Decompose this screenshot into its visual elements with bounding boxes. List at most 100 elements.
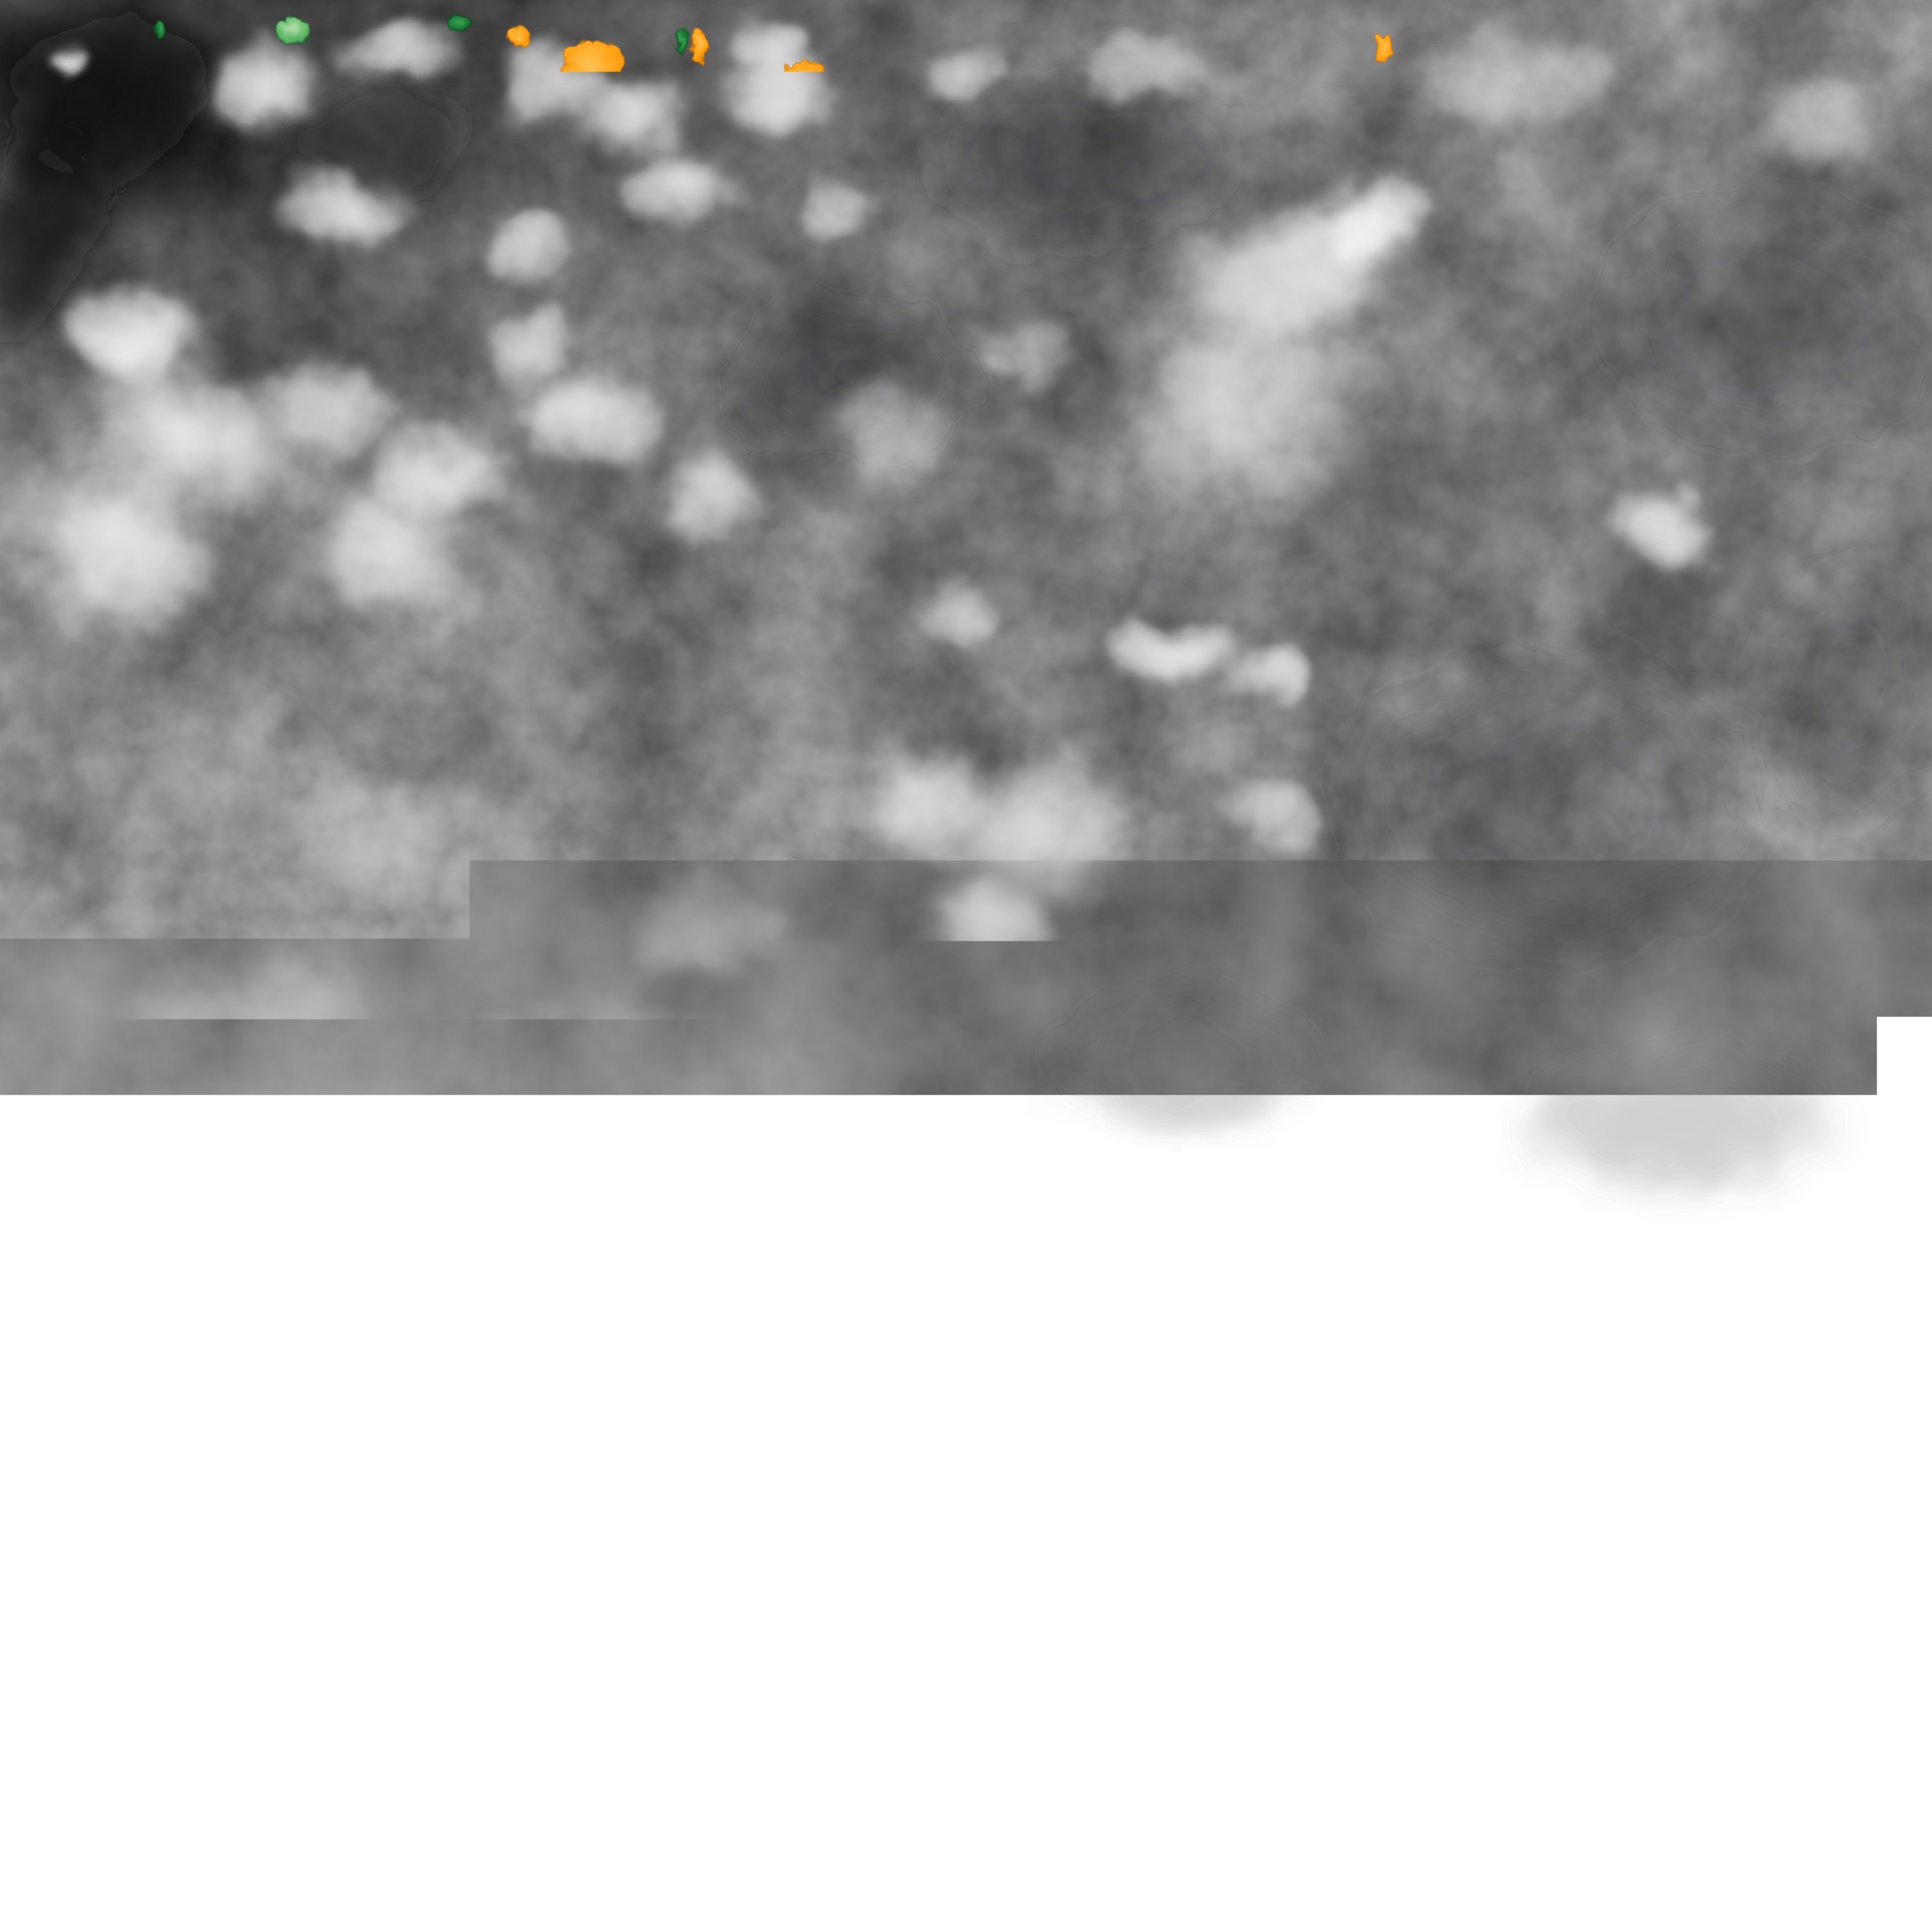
storm-overlay-cell: [149, 497, 231, 559]
storm-overlay-cell: [654, 484, 706, 529]
cloud-patch: [1278, 132, 1475, 305]
storm-overlay-cell: [559, 36, 621, 107]
storm-overlay-cell: [507, 332, 538, 353]
storm-overlay-cell: [611, 468, 637, 494]
cloud-patch: [828, 723, 1025, 883]
cloud-patch: [222, 1773, 542, 1932]
storm-overlay-cell: [13, 1684, 49, 1850]
storm-overlay-cell: [239, 405, 253, 432]
storm-overlay-cell: [1564, 1447, 1662, 1533]
storm-overlay-cell: [983, 533, 1018, 581]
storm-overlay-cell: [1041, 643, 1072, 682]
dark-region: [1259, 606, 1844, 1007]
cloud-patch: [250, 140, 440, 285]
cloud-patch: [880, 566, 1034, 671]
cloud-patch: [1579, 477, 1752, 588]
storm-overlay-cell: [1293, 193, 1342, 251]
storm-overlay-cell: [344, 366, 376, 388]
storm-overlay-cell: [1636, 1342, 1811, 1467]
cloud-patch: [236, 409, 552, 699]
storm-overlay-cell: [461, 395, 479, 413]
storm-overlay-cell: [664, 138, 705, 185]
storm-overlay-cell: [381, 447, 409, 479]
storm-overlay-cell: [25, 380, 98, 441]
storm-overlay-cell: [1462, 1258, 1487, 1268]
storm-overlay-cell: [329, 1500, 346, 1523]
cloud-patch: [1367, 1319, 1822, 1673]
cloud-patch: [620, 1395, 1252, 1812]
storm-overlay-cell: [273, 12, 307, 40]
storm-overlay-cell: [1612, 1465, 1787, 1590]
storm-overlay-cell: [913, 781, 972, 833]
storm-overlay-cell: [1077, 525, 1145, 596]
cloud-patch: [462, 299, 603, 397]
storm-overlay-cell: [1237, 800, 1263, 819]
cloud-patch: [773, 163, 902, 249]
storm-overlay-cell: [1000, 1547, 1079, 1579]
cloud-patch: [1008, 1364, 1159, 1714]
storm-overlay-cell: [1687, 1398, 1872, 1533]
dark-region: [982, 960, 1382, 1157]
storm-overlay-cell: [249, 465, 276, 485]
storm-overlay-cell: [1627, 496, 1649, 520]
storm-overlay-cell: [336, 564, 394, 606]
cloud-patch: [28, 1167, 613, 1487]
storm-overlay-cell: [773, 49, 838, 121]
storm-overlay-cell: [31, 517, 135, 598]
cloud-patch: [62, 924, 443, 1114]
storm-overlay-cell: [56, 496, 164, 578]
cloud-patch: [585, 847, 843, 1007]
dark-region: [0, 0, 277, 234]
cloud-patch: [686, 34, 871, 151]
storm-overlay-cell: [586, 173, 658, 203]
storm-overlay-cell: [743, 120, 788, 162]
storm-overlay-cell: [1189, 470, 1223, 504]
storm-overlay-cell: [1837, 1898, 1906, 1926]
storm-overlay-cell: [161, 547, 231, 611]
storm-overlay-cell: [489, 457, 521, 483]
storm-overlay-cell: [672, 113, 679, 131]
cloud-patch: [1268, 1284, 1773, 1678]
storm-overlay-cell: [767, 113, 795, 133]
cloud-patch: [437, 1361, 745, 1545]
storm-overlay-cell: [1372, 31, 1388, 57]
storm-overlay-cell: [367, 579, 427, 622]
cloud-patch: [1194, 763, 1336, 868]
dark-region: [252, 62, 511, 222]
storm-overlay-cell: [86, 1681, 111, 1699]
storm-overlay-cell: [84, 529, 177, 601]
storm-overlay-cell: [364, 529, 402, 555]
storm-overlay-cell: [565, 435, 584, 457]
storm-overlay-cell: [1118, 620, 1136, 636]
cloud-patch: [215, 742, 536, 927]
cloud-layer: [0, 0, 1932, 1932]
storm-overlay-cell: [0, 975, 11, 1010]
dark-region: [1724, 493, 1932, 887]
storm-overlay-cell: [140, 280, 202, 348]
storm-overlay-cell: [1162, 348, 1177, 363]
cloud-patch: [1481, 1135, 1819, 1401]
storm-overlay-cell: [1258, 818, 1286, 840]
cloud-patch: [967, 1028, 1127, 1496]
storm-overlay-cell: [276, 1807, 336, 1884]
storm-overlay-cell: [92, 156, 108, 179]
storm-overlay-cell: [550, 426, 566, 439]
cloud-patch: [1724, 52, 1921, 182]
storm-overlay-cell: [203, 585, 241, 616]
storm-overlay-cell: [528, 414, 553, 448]
storm-overlay-cell: [13, 1861, 42, 1910]
storm-overlay-cell: [1798, 1447, 1896, 1570]
storm-overlay-cell: [68, 359, 105, 380]
storm-overlay-cell: [490, 420, 522, 445]
storm-overlay-cell: [244, 497, 263, 516]
storm-overlay-cell: [936, 808, 1004, 867]
storm-overlay-cell: [564, 283, 600, 304]
storm-overlay-cell: [803, 885, 825, 908]
cloud-patch: [1043, 10, 1247, 119]
cloud-patch: [739, 1022, 1059, 1201]
storm-overlay-cell: [905, 867, 918, 892]
cloud-patch: [234, 342, 419, 477]
storm-overlay-cell: [1341, 173, 1385, 219]
dark-region-layer: [0, 0, 1932, 1932]
storm-overlay-cell: [409, 491, 434, 509]
